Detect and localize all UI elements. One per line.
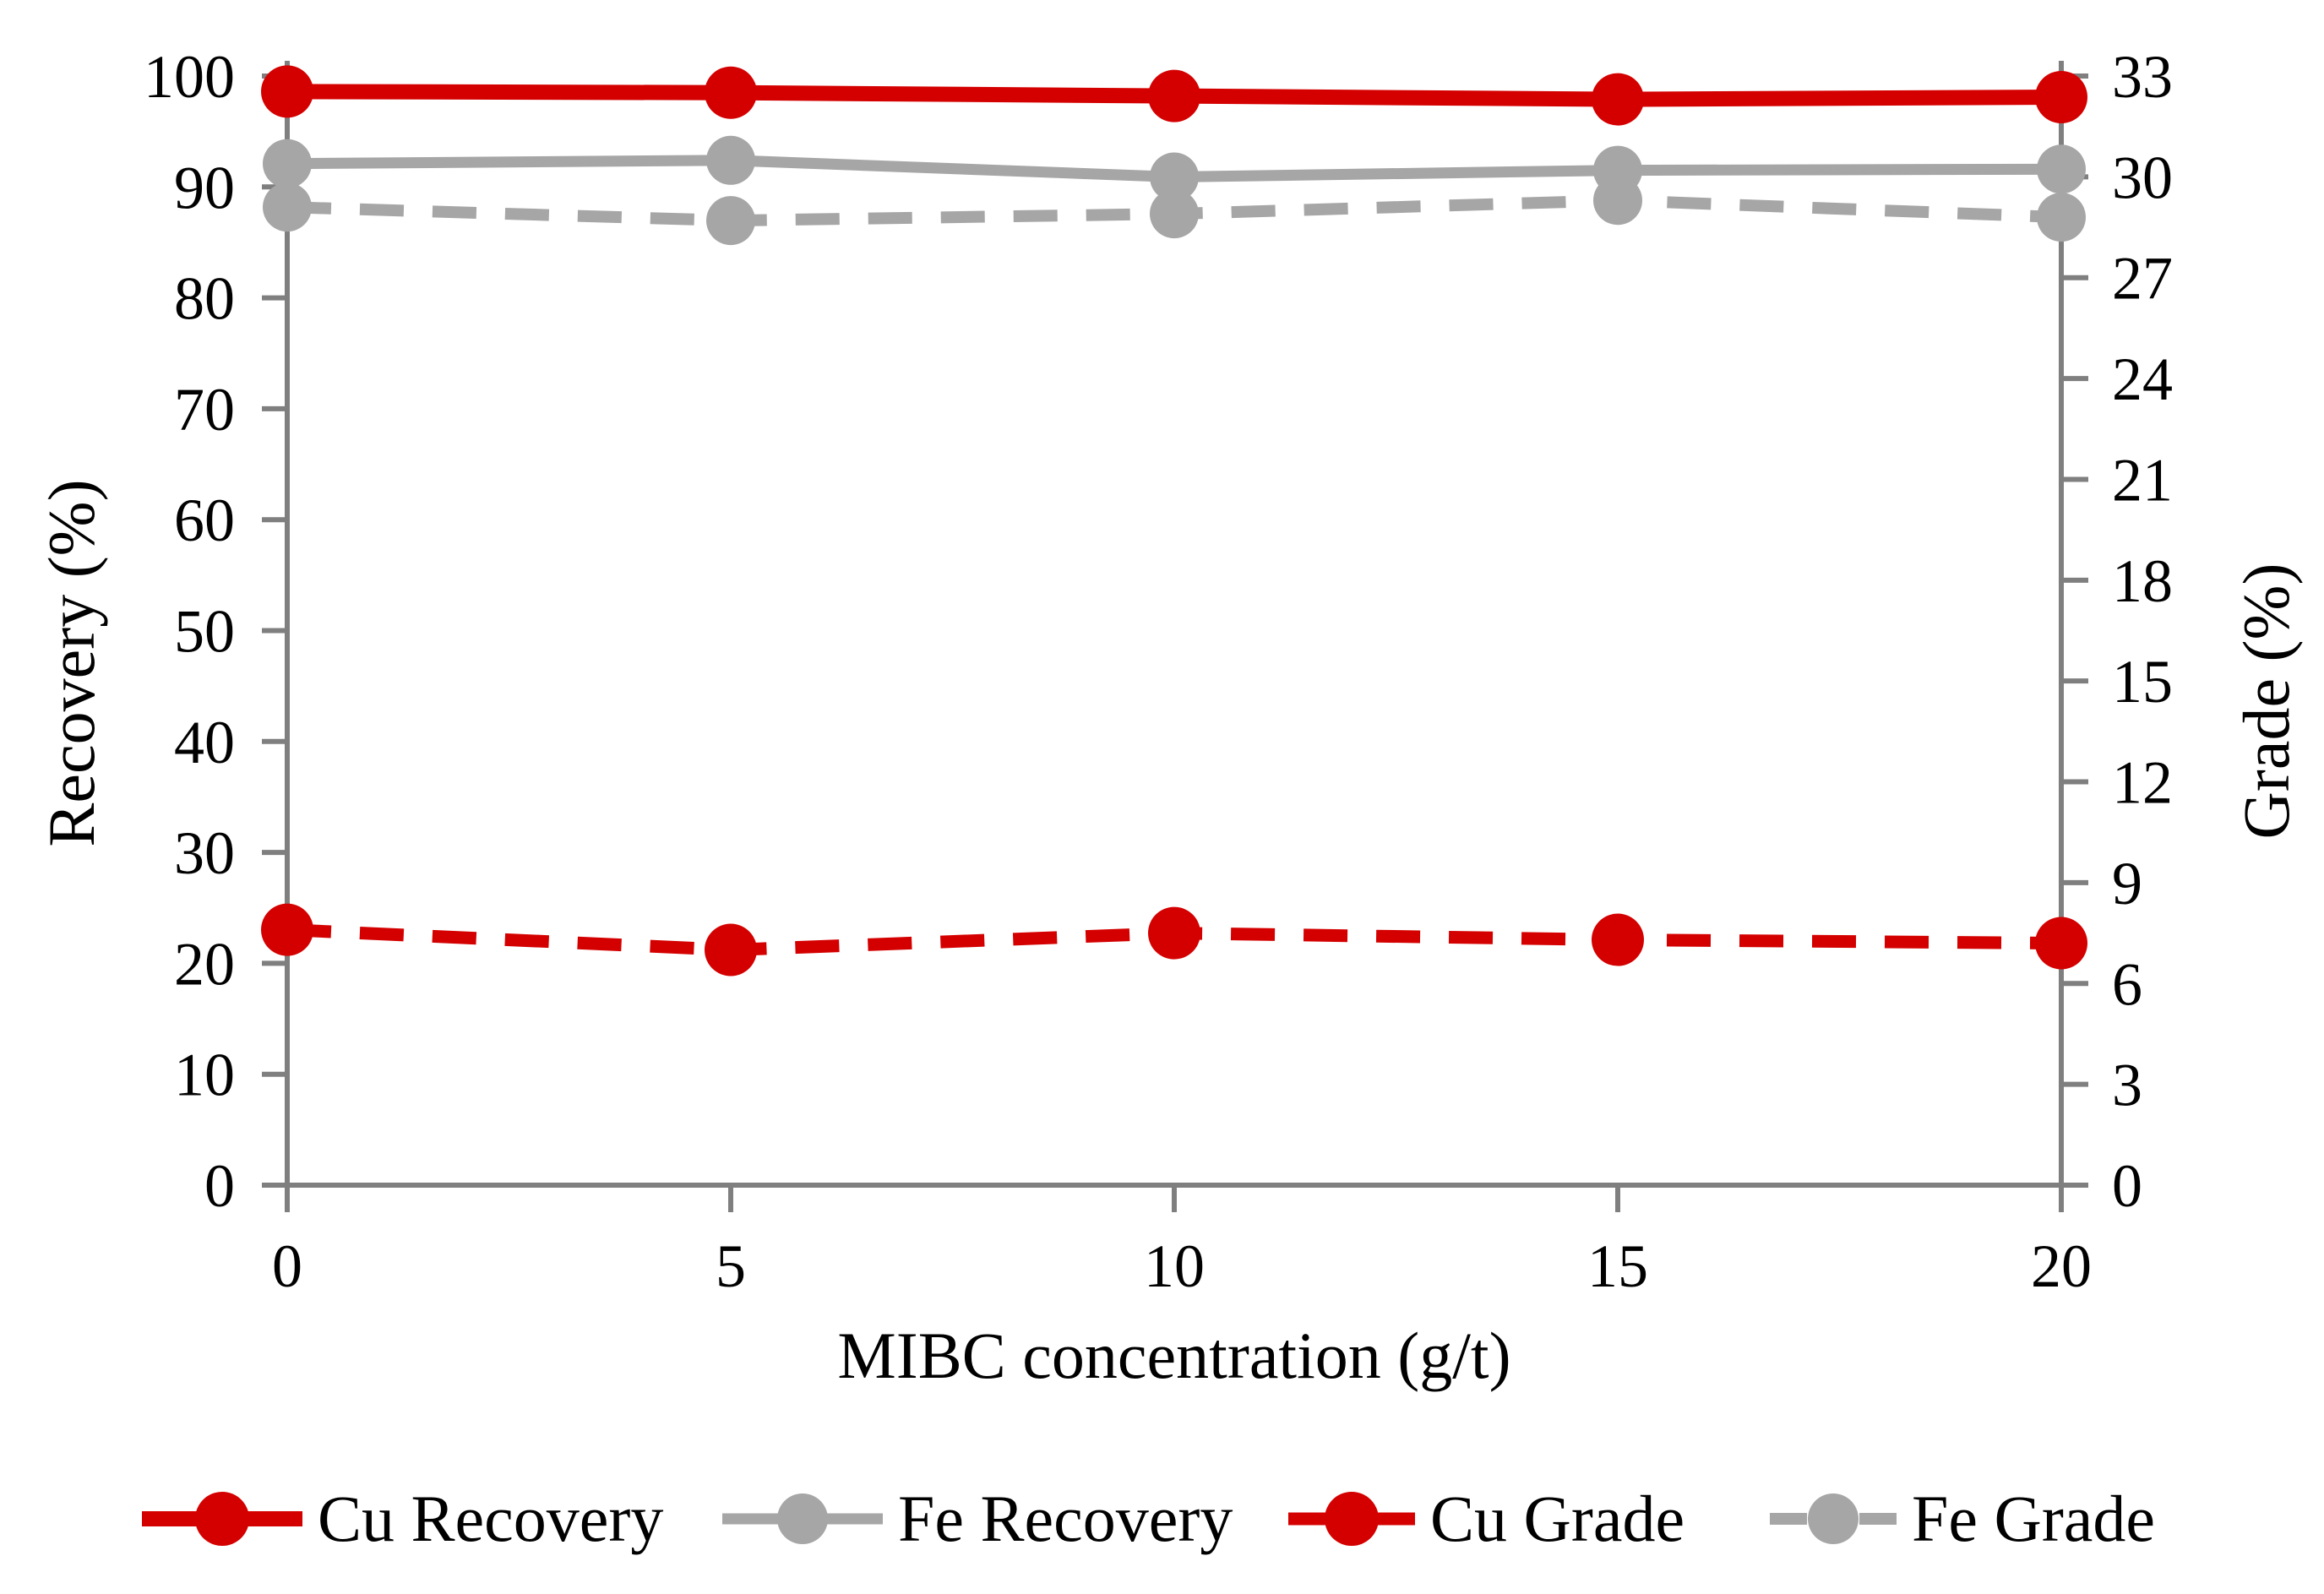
x-axis-tick-label: 0 — [272, 1232, 302, 1300]
legend-item-fe-grade: Fe Grade — [1770, 1477, 2155, 1561]
cu-grade-marker — [1148, 906, 1200, 960]
cu-recovery-marker — [705, 66, 757, 119]
right-axis-tick-label: 27 — [2112, 245, 2173, 313]
cu-grade-marker — [705, 923, 757, 977]
x-axis-tick-label: 10 — [1144, 1232, 1205, 1300]
left-axis-tick-label: 80 — [174, 265, 235, 333]
legend-label-fe-grade: Fe Grade — [1912, 1482, 2156, 1555]
left-axis-tick-label: 100 — [144, 43, 235, 111]
fe-grade-marker — [263, 182, 312, 232]
cu-grade-marker — [1592, 913, 1644, 966]
legend-item-cu-recovery: Cu Recovery — [142, 1477, 663, 1561]
fe-grade-marker — [2037, 193, 2086, 242]
cu-grade-legend-marker — [1288, 1488, 1415, 1550]
fe-recovery-legend-marker — [722, 1488, 883, 1550]
cu-recovery-marker — [261, 65, 313, 118]
x-axis-tick-label: 15 — [1587, 1232, 1648, 1300]
cu-grade-marker — [261, 903, 313, 956]
x-axis-tick-label: 5 — [716, 1232, 746, 1300]
right-axis-tick-label: 24 — [2112, 345, 2173, 413]
cu-recovery-legend-marker — [142, 1488, 302, 1550]
cu-recovery-marker — [1148, 69, 1200, 122]
legend-marker-dot — [777, 1493, 828, 1544]
right-axis-tick-label: 18 — [2112, 547, 2173, 615]
legend-marker-glyph — [142, 1492, 302, 1546]
cu-recovery-marker — [1592, 73, 1644, 126]
right-axis-tick-label: 21 — [2112, 446, 2173, 514]
right-axis-tick-label: 3 — [2112, 1052, 2142, 1119]
legend-label-cu-recovery: Cu Recovery — [318, 1482, 664, 1555]
cu-recovery-marker — [2035, 70, 2087, 123]
legend-marker-dot — [195, 1492, 249, 1546]
legend-marker-dot — [1325, 1492, 1379, 1546]
legend-label-cu-grade: Cu Grade — [1430, 1482, 1685, 1555]
right-axis-tick-label: 0 — [2112, 1152, 2142, 1220]
right-axis-tick-label: 6 — [2112, 950, 2142, 1018]
fe-recovery-marker — [706, 135, 755, 185]
left-axis-tick-label: 40 — [174, 709, 235, 776]
fe-recovery-marker — [1150, 152, 1199, 202]
legend-item-cu-grade: Cu Grade — [1288, 1477, 1684, 1561]
legend-marker-glyph — [1288, 1492, 1415, 1546]
fe-grade-marker — [1150, 189, 1199, 239]
cu-grade-marker — [2035, 917, 2087, 970]
left-axis-tick-label: 70 — [174, 376, 235, 443]
fe-recovery-marker — [1593, 145, 1642, 195]
x-axis-title: MIBC concentration (g/t) — [837, 1319, 1511, 1392]
fe-grade-legend-marker — [1770, 1488, 1897, 1550]
left-axis-tick-label: 60 — [174, 487, 235, 554]
x-axis-tick-label: 20 — [2031, 1232, 2092, 1300]
right-axis-tick-label: 30 — [2112, 144, 2173, 211]
legend-label-fe-recovery: Fe Recovery — [898, 1482, 1233, 1555]
legend-item-fe-recovery: Fe Recovery — [722, 1477, 1233, 1561]
fe-grade-marker — [706, 196, 755, 246]
left-axis-tick-label: 0 — [204, 1152, 235, 1220]
fe-recovery-marker — [2037, 144, 2086, 194]
legend-marker-glyph — [722, 1493, 883, 1544]
right-axis-tick-label: 15 — [2112, 648, 2173, 715]
fe-recovery-marker — [263, 139, 312, 188]
legend-marker-dot — [1808, 1493, 1859, 1544]
legend: Cu Recovery Fe Recovery Cu Grade Fe Grad… — [0, 1477, 2324, 1561]
right-axis-tick-label: 33 — [2112, 43, 2173, 111]
left-axis-tick-label: 10 — [174, 1042, 235, 1109]
right-axis-tick-label: 12 — [2112, 749, 2173, 817]
left-axis-tick-label: 50 — [174, 598, 235, 666]
left-axis-tick-label: 90 — [174, 154, 235, 221]
right-axis-tick-label: 9 — [2112, 850, 2142, 917]
left-axis-tick-label: 30 — [174, 819, 235, 887]
left-axis-tick-label: 20 — [174, 930, 235, 998]
left-axis-title: Recovery (%) — [35, 479, 108, 847]
legend-marker-glyph — [1770, 1493, 1897, 1544]
right-axis-title: Grade (%) — [2229, 563, 2303, 840]
